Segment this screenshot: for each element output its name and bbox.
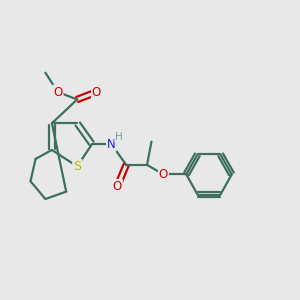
Text: O: O [159, 168, 168, 181]
Text: N: N [107, 138, 116, 151]
Text: O: O [92, 85, 101, 98]
Text: O: O [53, 85, 62, 98]
Text: S: S [73, 160, 81, 173]
Text: H: H [115, 132, 123, 142]
Text: O: O [113, 180, 122, 193]
